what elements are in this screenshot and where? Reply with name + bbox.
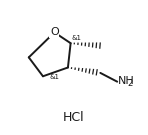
Text: 2: 2 [127, 79, 133, 88]
Text: NH: NH [118, 76, 135, 86]
Text: O: O [50, 27, 59, 37]
Text: HCl: HCl [63, 111, 85, 124]
Text: &1: &1 [72, 35, 82, 41]
Text: &1: &1 [49, 74, 59, 80]
